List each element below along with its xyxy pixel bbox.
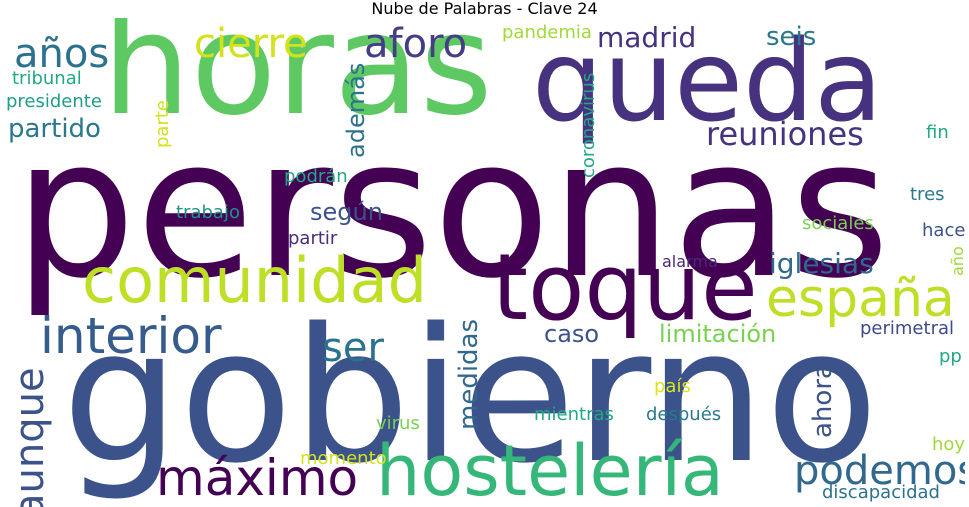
word: país — [654, 376, 691, 397]
word: medidas — [454, 318, 484, 430]
word: hostelería — [376, 430, 724, 507]
word: hace — [922, 220, 965, 241]
word: iglesias — [769, 247, 874, 280]
word: cierre — [194, 21, 308, 67]
word: momento — [300, 448, 387, 469]
word: año — [948, 246, 965, 276]
word: madrid — [597, 21, 697, 54]
word: queda — [532, 18, 883, 147]
word: interior — [40, 307, 222, 365]
word: españa — [766, 269, 955, 329]
word: parte — [152, 100, 173, 148]
word: aunque — [7, 367, 53, 507]
word: tres — [910, 184, 945, 205]
word: reuniones — [706, 115, 864, 153]
word: alarma — [662, 252, 718, 271]
word: años — [14, 31, 110, 77]
word: coronavirus — [578, 72, 599, 178]
word: pp — [939, 346, 962, 367]
word: además — [342, 62, 370, 158]
word: personas — [14, 98, 890, 321]
word: comunidad — [82, 244, 427, 317]
word: después — [646, 404, 722, 425]
word: seis — [766, 22, 817, 52]
word: limitación — [659, 320, 777, 348]
word: presidente — [6, 91, 102, 112]
word: toque — [492, 234, 758, 341]
word: podrán — [284, 166, 348, 187]
word: partir — [288, 228, 338, 249]
word: aforo — [364, 21, 468, 67]
word: horas — [102, 18, 493, 147]
word: sociales — [802, 213, 874, 234]
word: partido — [8, 114, 101, 144]
word: discapacidad — [822, 482, 940, 503]
word: hoy — [932, 434, 965, 455]
word: según — [310, 198, 383, 226]
word: virus — [376, 413, 420, 434]
word-cloud: personas gobierno horas queda toque host… — [4, 18, 965, 507]
word: mientras — [534, 404, 614, 425]
word: caso — [544, 320, 600, 348]
word: trabajo — [176, 202, 240, 223]
chart-title: Nube de Palabras - Clave 24 — [371, 0, 598, 18]
word: podemos — [794, 448, 965, 494]
word: perimetral — [860, 318, 954, 339]
word: tribunal — [12, 68, 82, 89]
word: fin — [926, 122, 949, 143]
word: gobierno — [62, 288, 879, 504]
word: pandemia — [502, 22, 592, 43]
word: máximo — [156, 449, 359, 507]
word: ahora — [808, 363, 838, 438]
word: ser — [322, 325, 384, 371]
